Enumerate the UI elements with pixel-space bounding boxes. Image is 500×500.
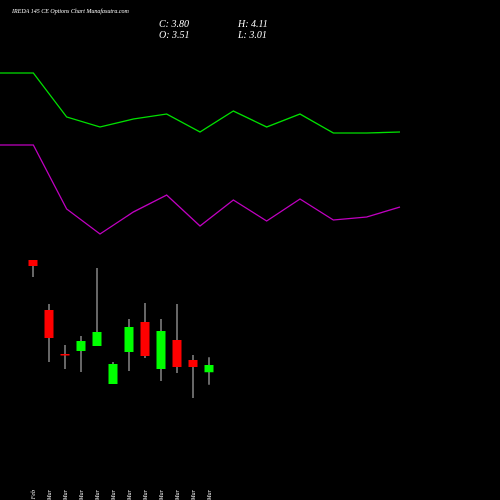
candle-body (140, 322, 150, 356)
candle-body (108, 364, 118, 384)
x-tick-label: 12 Mar (159, 489, 165, 500)
candle-body (156, 331, 166, 369)
info-low: L: 3.01 (237, 30, 267, 41)
info-high: H: 4.11 (237, 19, 268, 30)
candle-body (124, 327, 134, 352)
x-tick-label: 06 Mar (95, 489, 101, 500)
chart-title: IREDA 145 CE Options Chart Munafasutra.c… (11, 8, 130, 15)
candle-body (188, 360, 198, 367)
indicator-line (0, 144, 401, 235)
x-tick-label: 16 Mar (191, 489, 197, 500)
x-tick-label: 05 Mar (79, 489, 85, 500)
candle-body (92, 332, 102, 346)
info-close: C: 3.80 (159, 19, 189, 30)
candle-body (172, 340, 182, 367)
candle-body (60, 354, 70, 356)
x-tick-label: 04 Mar (62, 489, 69, 500)
candle-body (28, 260, 38, 266)
x-tick-label: 11 Mar (143, 489, 149, 500)
candle-body (44, 310, 54, 338)
candle-body (76, 341, 86, 351)
x-tick-label: 10 Mar (127, 489, 133, 500)
x-tick-label: 27 Feb (31, 490, 37, 500)
x-tick-label: 17 Mar (207, 489, 213, 500)
candle-body (204, 365, 214, 373)
x-tick-label: 13 Mar (175, 489, 181, 500)
x-tick-label: 02 Mar (47, 489, 53, 500)
x-tick-label: 09 Mar (111, 489, 117, 500)
indicator-line (0, 72, 401, 134)
info-open: O: 3.51 (159, 30, 190, 41)
